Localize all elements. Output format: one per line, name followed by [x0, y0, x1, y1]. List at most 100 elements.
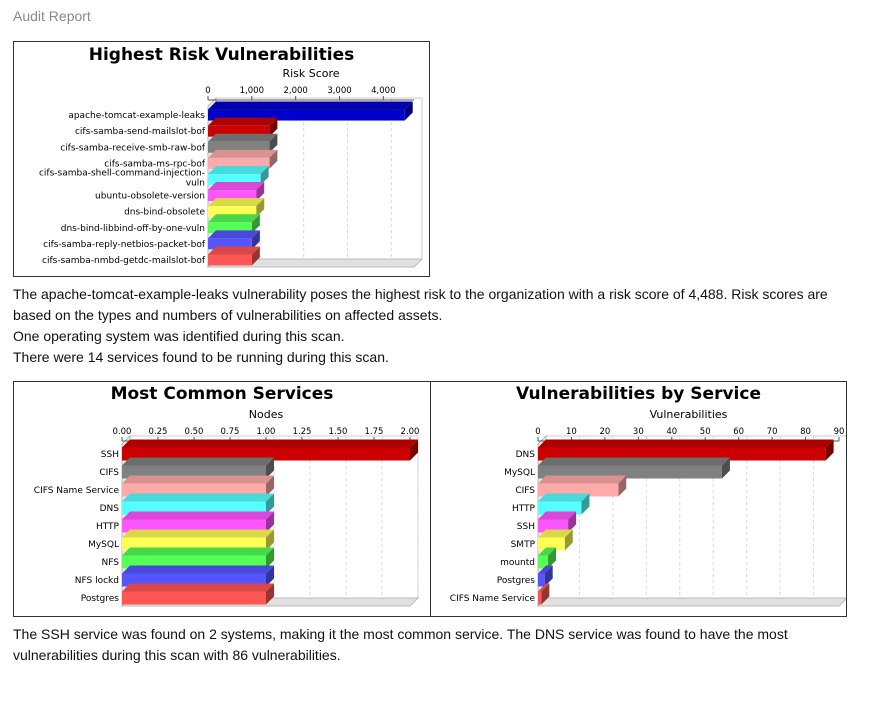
bar-top: [208, 149, 278, 158]
category-label: CIFS Name Service: [34, 486, 120, 496]
bar-side: [266, 529, 274, 551]
category-label: mountd: [500, 558, 535, 568]
bar-top: [538, 439, 834, 448]
bar-top: [208, 133, 278, 142]
bar: [538, 537, 565, 551]
bar-side: [266, 583, 274, 605]
bar-top: [208, 117, 278, 126]
x-tick-label: 1.75: [365, 427, 384, 437]
os-summary-text: One operating system was identified duri…: [13, 328, 345, 344]
category-label: NFS lockd: [75, 576, 119, 586]
bar: [208, 125, 270, 137]
bar-top: [208, 198, 265, 207]
common-service-summary-text: The SSH service was found on 2 systems, …: [13, 626, 788, 663]
bar-top: [208, 214, 260, 223]
bar: [208, 173, 261, 185]
bar: [538, 519, 569, 533]
bar-top: [208, 101, 413, 110]
bar-side: [266, 565, 274, 587]
x-tick-label: 90: [834, 427, 845, 437]
bar-top: [538, 457, 730, 466]
bar: [538, 591, 542, 605]
x-tick-label: 0: [535, 427, 540, 437]
bar-side: [618, 475, 627, 497]
category-label: CIFS: [99, 468, 119, 478]
x-tick-label: 0.00: [113, 427, 132, 437]
x-tick-label: 40: [666, 427, 677, 437]
bar-top: [538, 493, 590, 502]
bar-top: [208, 165, 269, 174]
bar-side: [541, 583, 550, 605]
x-axis-label: Risk Score: [282, 67, 339, 80]
bar: [122, 537, 266, 551]
x-tick-label: 80: [800, 427, 811, 437]
x-tick-label: 60: [733, 427, 744, 437]
bar-top: [208, 182, 265, 191]
category-label: CIFS Name Service: [450, 594, 536, 604]
bar-top: [122, 565, 274, 574]
bar-side: [269, 149, 278, 169]
bar-side: [269, 117, 278, 137]
bar-side: [266, 457, 274, 479]
bar-side: [266, 547, 274, 569]
bar: [538, 447, 826, 461]
bar-side: [260, 165, 269, 185]
bar: [122, 465, 266, 479]
bar-side: [256, 182, 265, 202]
bar: [208, 254, 252, 266]
category-label: SSH: [517, 522, 535, 532]
bar-top: [208, 246, 260, 255]
bar-side: [825, 439, 834, 461]
vulnerabilities-by-service-chart: Vulnerabilities by Service Vulnerabiliti…: [430, 381, 847, 617]
bar-side: [564, 529, 573, 551]
bar-side: [581, 493, 590, 515]
bar-top: [122, 493, 274, 502]
bar: [122, 573, 266, 587]
category-label: cifs-samba-nmbd-getdc-mailslot-bof: [42, 256, 206, 266]
bar: [122, 501, 266, 515]
bar-side: [410, 439, 418, 461]
bar-top: [122, 475, 274, 484]
x-tick-label: 1.25: [293, 427, 312, 437]
bar: [122, 519, 266, 533]
bar-side: [256, 198, 265, 218]
x-tick-label: 70: [767, 427, 778, 437]
category-label: CIFS: [515, 486, 535, 496]
bar-top: [122, 439, 418, 448]
category-label: cifs-samba-shell-command-injection-vuln: [39, 168, 205, 188]
bar: [122, 591, 266, 605]
bar-top: [538, 529, 573, 538]
category-label: cifs-samba-receive-smb-raw-bof: [60, 143, 206, 153]
chart-title: Most Common Services: [110, 384, 334, 404]
bar: [538, 555, 549, 569]
category-label: SMTP: [511, 540, 536, 550]
bar-side: [548, 547, 557, 569]
bar: [208, 222, 252, 234]
bar: [122, 483, 266, 497]
bar-top: [122, 547, 274, 556]
bar-side: [404, 101, 413, 121]
chart-title: Vulnerabilities by Service: [516, 384, 761, 404]
bar-side: [721, 457, 730, 479]
bar-side: [266, 475, 274, 497]
category-label: Postgres: [497, 576, 536, 586]
x-tick-label: 0.75: [221, 427, 240, 437]
bar-side: [251, 230, 260, 250]
x-tick-label: 2,000: [283, 86, 307, 96]
x-tick-label: 3,000: [327, 86, 351, 96]
x-tick-label: 1,000: [240, 86, 264, 96]
vulnerabilities-by-service-plot: Vulnerabilities 0 10 20 30 40 50 60 70 80 90 DNS MyS…: [450, 408, 846, 608]
bar-top: [122, 583, 274, 592]
category-label: cifs-samba-reply-netbios-packet-bof: [43, 240, 206, 250]
chart-title: Highest Risk Vulnerabilities: [88, 45, 355, 65]
bar: [208, 206, 257, 218]
category-label: apache-tomcat-example-leaks: [68, 111, 205, 121]
bar-side: [568, 511, 577, 533]
x-tick-label: 50: [700, 427, 711, 437]
category-label: MySQL: [504, 468, 535, 478]
bar-top: [538, 547, 557, 556]
category-label: DNS: [100, 504, 120, 514]
most-common-services-plot: Nodes 0.00 0.25 0.50 0.75 1.00 1.25 1.50 1.75 2.0…: [34, 408, 419, 608]
bar: [208, 190, 257, 202]
bar-side: [266, 511, 274, 533]
